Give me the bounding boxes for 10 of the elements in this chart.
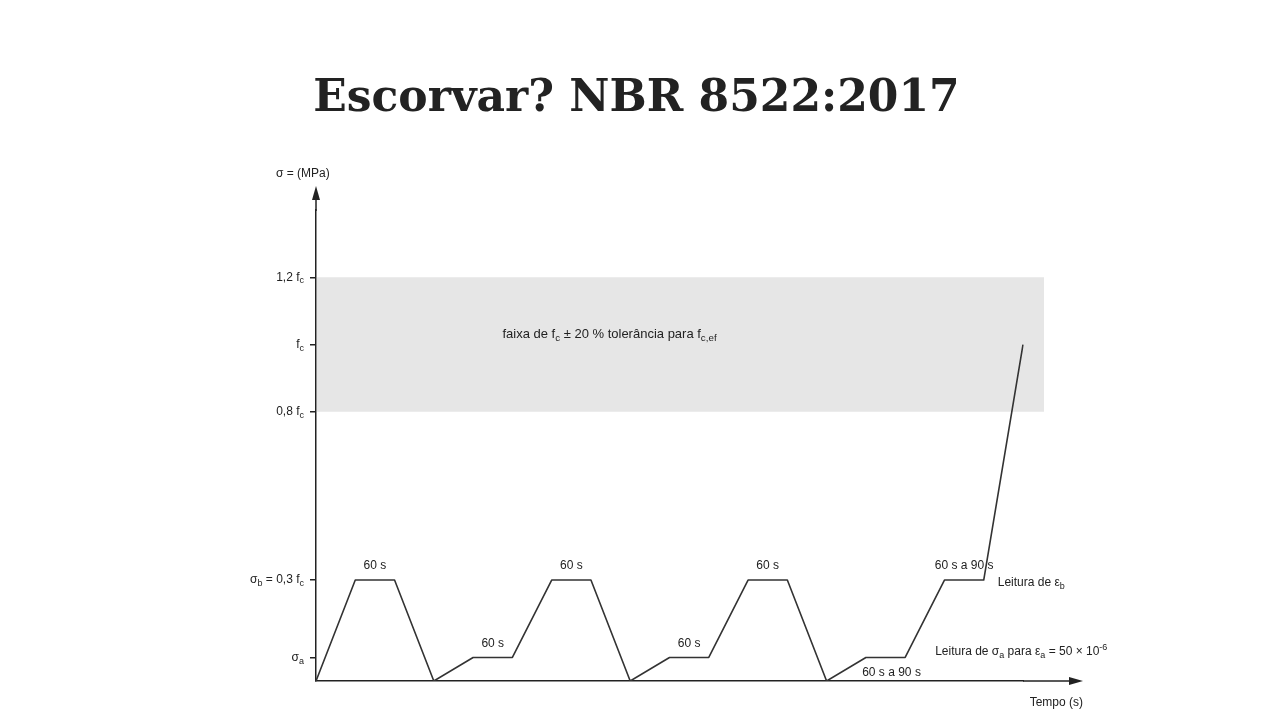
annotation: 60 s: [481, 635, 505, 650]
annotation: 60 s: [559, 558, 583, 573]
annotation: 60 s a 90 s: [934, 558, 994, 573]
chart-title: Escorvar? NBR 8522:2017: [312, 70, 961, 121]
annotation: 60 s: [756, 558, 780, 573]
annotation: 60 s: [677, 635, 701, 650]
annotation: 60 s a 90 s: [862, 664, 921, 679]
y-axis-title: σ = (MPa): [276, 166, 330, 181]
annotation: 60 s: [363, 558, 387, 573]
x-axis-title: Tempo (s): [1029, 695, 1083, 710]
